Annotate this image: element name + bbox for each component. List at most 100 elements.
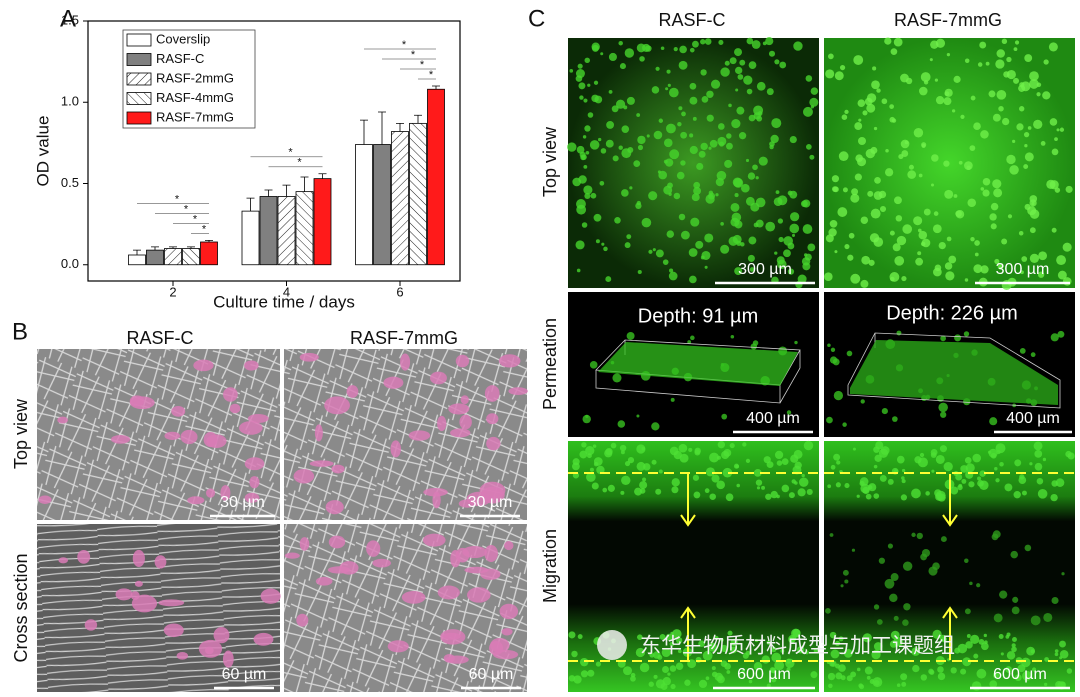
cell-dot [636, 444, 646, 454]
cell-dot [914, 456, 922, 464]
cell-dot [994, 258, 1000, 264]
cell-dot [921, 238, 931, 248]
cell-dot [911, 488, 921, 499]
cell-dot [653, 674, 658, 679]
cell-dot [591, 482, 599, 490]
cell [296, 613, 309, 627]
cell-dot [921, 143, 926, 149]
cell [247, 413, 269, 423]
cell-dot [993, 613, 1003, 623]
cell-dot [1042, 457, 1047, 462]
cell-dot [862, 486, 870, 495]
cell-dot [601, 242, 605, 246]
cell-dot [1038, 251, 1048, 261]
cell-dot [960, 668, 967, 675]
cell-dot [957, 643, 968, 654]
cell-dot [860, 399, 865, 404]
cell [163, 623, 184, 638]
cell-dot [830, 347, 836, 352]
cell-dot [999, 462, 1004, 467]
x-tick-label: 2 [169, 284, 176, 299]
cell-dot [950, 486, 959, 495]
cell-dot [1012, 637, 1017, 642]
cell-dot [920, 553, 928, 561]
cell-dot [774, 660, 785, 671]
cell-dot [743, 75, 753, 85]
cell [346, 385, 359, 398]
error-bar [396, 122, 404, 132]
cell-dot [828, 228, 837, 237]
cell-dot [850, 671, 857, 678]
cell-dot [678, 60, 688, 70]
y-tick-label: 0.0 [61, 256, 79, 271]
cell-dot [714, 635, 719, 641]
cell-dot [923, 208, 931, 216]
cell-dot [618, 40, 623, 46]
cell [383, 376, 404, 389]
significance-mark: * [288, 147, 293, 159]
cell-dot [695, 240, 704, 249]
cell-dot [1003, 71, 1010, 78]
cell-dot [867, 485, 873, 490]
cell-dot [983, 633, 987, 638]
cell-dot [867, 190, 874, 197]
cell-dot [689, 275, 697, 284]
cell-dot [668, 87, 679, 98]
cell [324, 396, 350, 415]
cell-dot [589, 140, 600, 150]
cell-dot [704, 233, 714, 243]
cell-dot [614, 216, 621, 224]
cell-dot [621, 189, 629, 197]
cell-dot [670, 683, 676, 690]
cell [492, 649, 519, 660]
cell-dot [619, 63, 626, 70]
cell-dot [669, 268, 674, 273]
cell-dot [848, 232, 855, 239]
cell-dot [655, 679, 666, 689]
row-label: Top view [11, 398, 31, 469]
cell-dot [698, 150, 706, 158]
cell-dot [951, 109, 956, 113]
scale-bar-label: 400 µm [746, 410, 800, 427]
scale-bar-label: 600 µm [993, 666, 1047, 683]
y-tick-label: 1.0 [61, 94, 79, 109]
cell-dot [771, 652, 782, 663]
cell-dot [980, 187, 985, 191]
cell-dot [932, 224, 942, 234]
cell-dot [621, 125, 630, 133]
cell-dot [768, 50, 776, 57]
cell-dot [945, 271, 955, 281]
cell-dot [925, 491, 930, 496]
cell-dot [636, 43, 646, 53]
cell-dot [755, 479, 763, 486]
cell-dot [752, 164, 758, 171]
cell-dot [856, 494, 860, 498]
cell-dot [787, 242, 795, 250]
cell-dot [641, 446, 646, 451]
cell [110, 435, 131, 444]
cell-dot [1031, 202, 1035, 206]
cell-dot [755, 197, 766, 208]
cell-dot [1043, 59, 1049, 65]
cell-dot [572, 462, 580, 471]
cell-dot [1060, 681, 1066, 688]
cell-dot [1020, 270, 1024, 275]
cell-dot [836, 460, 841, 465]
cell-dot [964, 58, 970, 64]
bar [427, 88, 445, 266]
cell-dot [583, 185, 593, 195]
cell [244, 360, 259, 371]
cell-dot [920, 674, 928, 681]
cell-dot [733, 463, 739, 469]
cell-dot [672, 629, 682, 639]
cell-dot [869, 233, 880, 243]
cell-dot [892, 416, 898, 422]
cell-dot [974, 240, 980, 246]
cell-dot [1043, 612, 1053, 623]
cell-dot [894, 196, 902, 205]
cell-dot [776, 460, 783, 466]
cell-dot [791, 233, 796, 237]
cell-dot [802, 106, 813, 117]
cell-dot [990, 223, 997, 230]
cell-dot [662, 259, 669, 265]
